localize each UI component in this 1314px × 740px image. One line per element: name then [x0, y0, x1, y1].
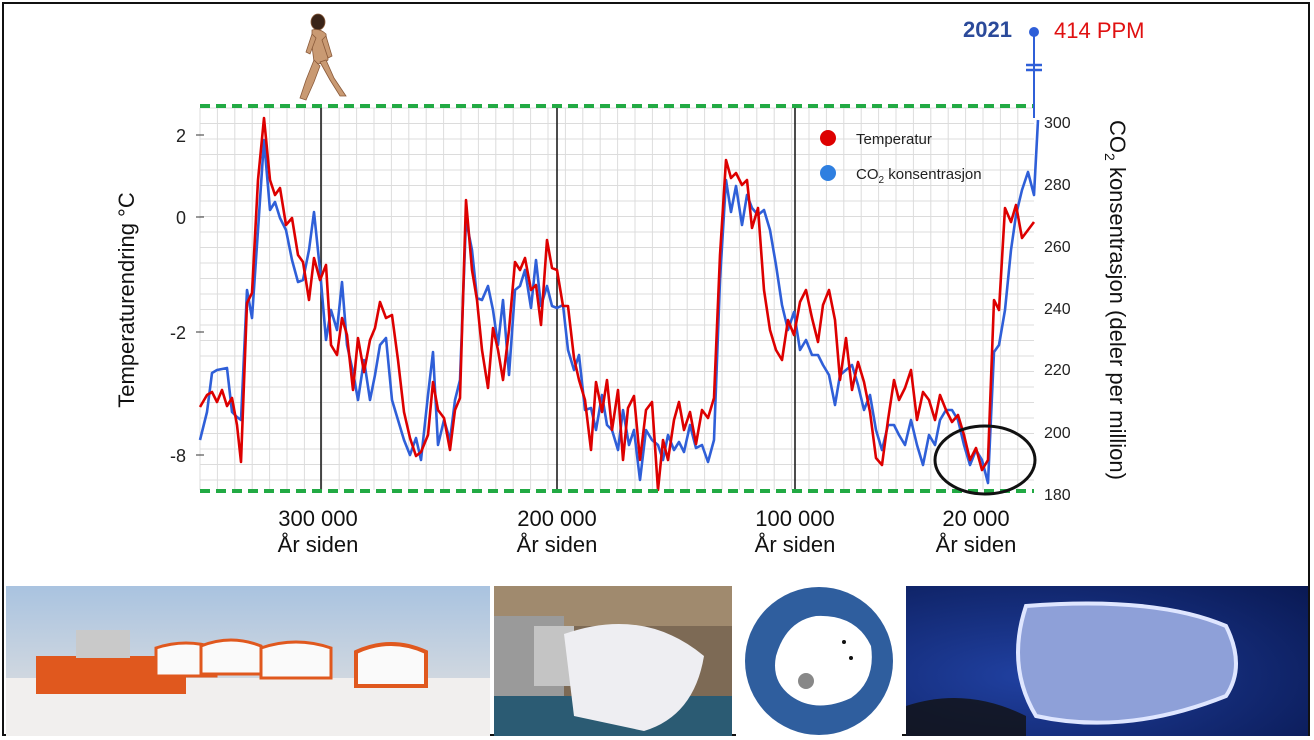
co2-series-line — [198, 119, 1040, 485]
legend-temperature-label: Temperatur — [856, 131, 932, 148]
photo-ice-core-drill — [494, 586, 732, 736]
right-tick-300: 300 — [1044, 115, 1071, 132]
right-tick-260: 260 — [1044, 239, 1071, 256]
x-tick-300000: 300 000 — [278, 506, 358, 531]
right-tick-180: 180 — [1044, 487, 1071, 504]
y-axis-label-temperature: Temperaturendring °C — [114, 192, 139, 408]
x-tick-200000: 200 000 — [517, 506, 597, 531]
legend-co2-swatch — [820, 165, 836, 181]
right-axis: 300 280 260 240 220 200 180 — [1044, 115, 1071, 504]
right-tick-220: 220 — [1044, 362, 1071, 379]
x-tick-300000-sub: År siden — [278, 532, 359, 557]
photo-ice-sample — [906, 586, 1308, 736]
left-axis: 2 0 -2 -8 — [170, 126, 204, 466]
x-axis: 300 000 År siden 200 000 År siden 100 00… — [278, 506, 1017, 557]
y-axis-label-co2: CO2 konsentrasjon (deler per million) — [1102, 120, 1130, 480]
legend-temperature-swatch — [820, 130, 836, 146]
marker-ppm-label: 414 PPM — [1054, 18, 1145, 43]
photo-antarctica-map — [736, 586, 902, 736]
x-tick-200000-sub: År siden — [517, 532, 598, 557]
co2-2021-marker — [1026, 27, 1042, 118]
walking-person-icon — [299, 13, 347, 101]
photo-antarctic-camp — [6, 586, 490, 736]
right-tick-280: 280 — [1044, 177, 1071, 194]
x-tick-100000: 100 000 — [755, 506, 835, 531]
left-tick-2: 2 — [176, 126, 186, 146]
right-tick-200: 200 — [1044, 425, 1071, 442]
highlight-ellipse — [933, 424, 1037, 496]
x-tick-100000-sub: År siden — [755, 532, 836, 557]
temperature-co2-chart: 2 0 -2 -8 Temperaturendring °C 300 280 2… — [114, 13, 1145, 557]
x-tick-20000: 20 000 — [942, 506, 1009, 531]
x-tick-20000-sub: År siden — [936, 532, 1017, 557]
left-tick-neg2: -2 — [170, 323, 186, 343]
left-tick-neg8: -8 — [170, 446, 186, 466]
left-tick-0: 0 — [176, 208, 186, 228]
legend-co2-label: CO2 konsentrasjon — [856, 166, 982, 186]
temperature-series-line — [198, 116, 1036, 492]
legend: Temperatur CO2 konsentrasjon — [820, 130, 982, 186]
marker-year-label: 2021 — [963, 17, 1012, 42]
right-tick-240: 240 — [1044, 301, 1071, 318]
